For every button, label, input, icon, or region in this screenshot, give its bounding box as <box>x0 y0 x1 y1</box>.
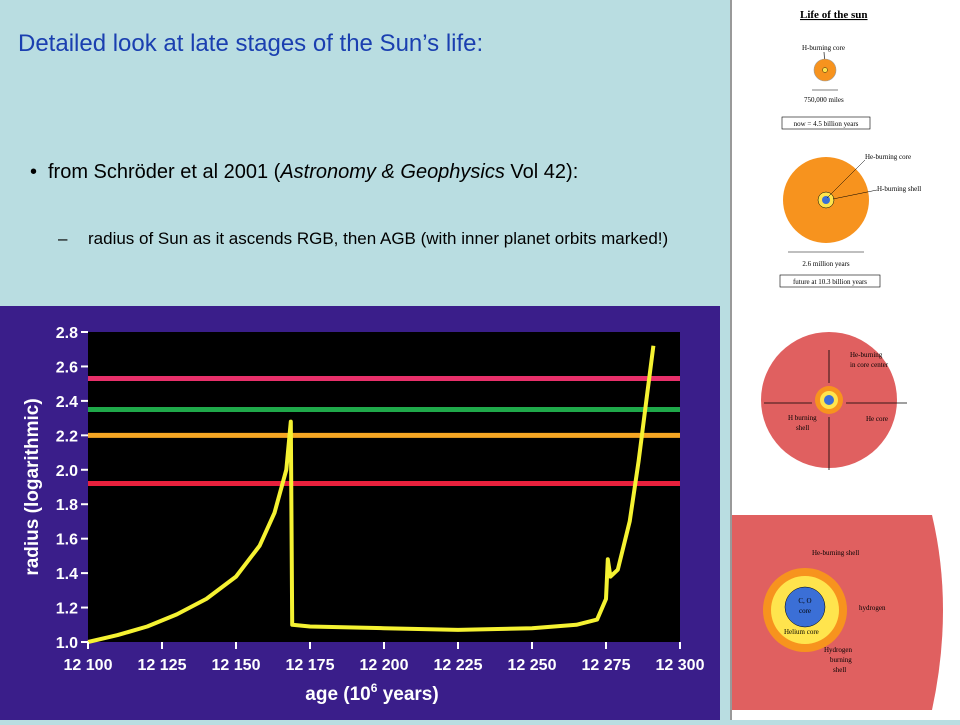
x-axis-label: age (106 years) <box>305 681 438 705</box>
stage2-width-label: 2.6 million years <box>802 260 850 268</box>
stage1-caption: now = 4.5 billion years <box>794 120 859 128</box>
orbit-lines <box>88 376 680 487</box>
diagram-title: Life of the sun <box>800 9 868 21</box>
y-tick-label: 2.8 <box>56 325 78 342</box>
radius-curve-line-1 <box>87 345 656 644</box>
y-tick-label: 1.2 <box>56 601 78 618</box>
plot-area <box>88 332 680 642</box>
stage1-core <box>822 67 828 73</box>
x-tick-label: 12 200 <box>360 657 409 674</box>
stage4-hydrogen-label: hydrogen <box>859 604 886 612</box>
stage3-he-label: He-burning <box>850 351 883 359</box>
sun-life-svg: Life of the sun H-burning core 750,000 m… <box>732 9 943 710</box>
stage4-hyd-label-2: burning <box>830 656 852 664</box>
stage4-he-shell-label: He-burning shell <box>812 549 859 557</box>
x-tick-label: 12 275 <box>582 657 631 674</box>
bullet-text-post: Vol 42): <box>504 161 579 183</box>
slide-title: Detailed look at late stages of the Sun’… <box>18 30 484 57</box>
y-tick-label: 2.6 <box>56 359 78 376</box>
y-tick-label: 2.0 <box>56 463 78 480</box>
x-axis-label-main: age (10 <box>305 684 370 705</box>
radius-chart: 1.01.21.41.61.82.02.22.42.62.8 12 100 12 … <box>0 306 720 720</box>
y-tick-label: 2.2 <box>56 428 78 445</box>
stage3-h-label: H burning <box>788 414 817 422</box>
stage4-co-label-2: core <box>799 607 811 615</box>
x-tick-label: 12 225 <box>434 657 483 674</box>
stage4-co-core <box>784 586 826 628</box>
y-axis-ticks: 1.0 1.2 1.4 1.6 1.8 2.0 2.2 2.4 2.6 2.8 <box>56 325 88 652</box>
stage4-hyd-label-3: shell <box>833 666 846 674</box>
bullet-text-pre: from Schröder et al 2001 ( <box>48 161 281 183</box>
stage3-he-label-2: in core center <box>850 361 889 369</box>
stage1-caption-box <box>781 116 871 130</box>
stage3-h-label-2: shell <box>796 424 809 432</box>
x-tick-label: 12 300 <box>656 657 705 674</box>
y-tick-label: 2.4 <box>56 394 78 411</box>
y-axis-label: radius (logarithmic) <box>22 398 43 575</box>
stage2-shell-label: H-burning shell <box>877 185 921 193</box>
stage2-core-label: He-burning core <box>865 153 911 161</box>
x-tick-label: 12 175 <box>286 657 335 674</box>
stage2-caption: future at 10.3 billion years <box>793 278 867 286</box>
stage1-core-label: H-burning core <box>802 44 845 52</box>
stage2-pointer-shell <box>832 189 878 200</box>
x-tick-label: 12 150 <box>212 657 261 674</box>
x-axis-ticks: 12 100 12 125 12 150 12 175 12 200 12 225 12 2… <box>64 642 705 674</box>
sub-bullet-marker: – <box>58 229 68 248</box>
stage2-pointer-core <box>826 159 866 199</box>
x-tick-label: 12 250 <box>508 657 557 674</box>
sun-life-diagram: Life of the sun H-burning core 750,000 m… <box>730 0 960 720</box>
stage4-helium-label: Helium core <box>784 628 819 636</box>
x-tick-label: 12 100 <box>64 657 113 674</box>
stage3-he-core <box>824 395 834 405</box>
stage2-core <box>822 196 830 204</box>
stage4-hyd-label-1: Hydrogen <box>824 646 852 654</box>
x-axis-label-exp: 6 <box>371 681 378 695</box>
bullet-text: from Schröder et al 2001 (Astronomy & Ge… <box>48 160 708 184</box>
y-tick-label: 1.0 <box>56 635 78 652</box>
y-tick-label: 1.4 <box>56 566 78 583</box>
radius-curve <box>87 345 656 644</box>
journal-name: Astronomy & Geophysics <box>280 161 505 183</box>
stage3-core-label: He core <box>866 415 888 423</box>
bullet-marker: • <box>30 161 38 183</box>
x-tick-label: 12 125 <box>138 657 187 674</box>
y-tick-label: 1.8 <box>56 497 78 514</box>
y-tick-label: 1.6 <box>56 532 78 549</box>
sub-bullet-text: radius of Sun as it ascends RGB, then AG… <box>88 229 669 248</box>
stage1-width-label: 750,000 miles <box>804 96 844 104</box>
stage2-caption-box <box>779 274 881 288</box>
x-axis-label-end: years) <box>377 684 438 705</box>
stage4-co-label: C, O <box>798 597 811 605</box>
